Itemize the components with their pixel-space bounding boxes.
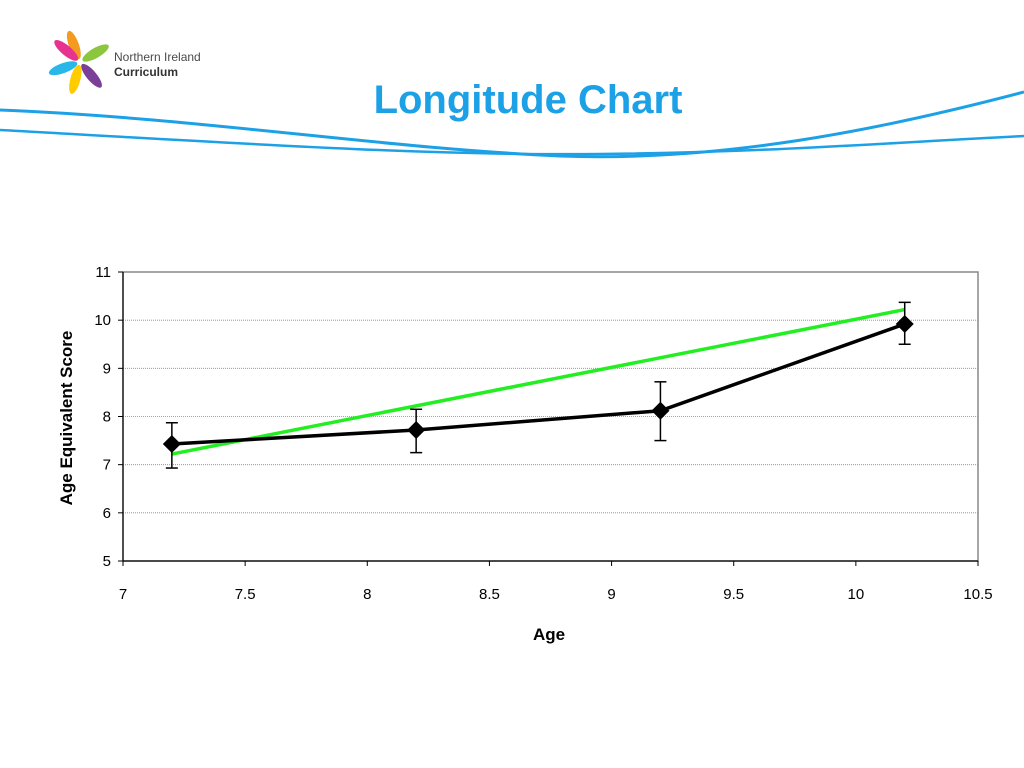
series-line [171, 322, 906, 446]
page-title: Longitude Chart [373, 78, 683, 122]
logo-text: Northern Ireland Curriculum [114, 50, 201, 80]
x-tick-label: 10.5 [963, 586, 992, 603]
trend-line [171, 307, 906, 456]
axes: 5 6 7 8 9 10 11 7 7.5 8 8.5 9 9.5 10 10.5 [94, 264, 992, 603]
y-tick-label: 6 [103, 505, 111, 522]
x-axis-title: Age [533, 625, 565, 644]
y-tick-label: 8 [103, 409, 111, 426]
data-point-diamond [651, 401, 670, 420]
series-group [162, 301, 914, 469]
x-tick-label: 10 [848, 586, 865, 603]
x-tick-label: 7 [119, 586, 127, 603]
gridlines [123, 319, 978, 514]
header-swoosh [0, 90, 1024, 159]
x-tick-label: 9 [607, 586, 615, 603]
data-point-diamond [162, 434, 181, 453]
logo-line-1: Northern Ireland [114, 50, 201, 64]
y-tick-label: 10 [94, 312, 111, 329]
data-point-diamond [407, 420, 426, 439]
logo: Northern Ireland Curriculum [44, 26, 214, 100]
y-tick-label: 7 [103, 457, 111, 474]
x-tick-label: 9.5 [723, 586, 744, 603]
y-tick-label: 9 [103, 360, 111, 377]
x-tick-label: 7.5 [235, 586, 256, 603]
x-tick-label: 8.5 [479, 586, 500, 603]
y-tick-label: 5 [103, 553, 111, 570]
y-axis-title: Age Equivalent Score [57, 331, 76, 506]
logo-flower-icon [48, 30, 109, 94]
logo-line-2: Curriculum [114, 65, 179, 79]
data-point-diamond [895, 315, 914, 334]
x-tick-label: 8 [363, 586, 371, 603]
y-tick-label: 11 [95, 264, 111, 281]
